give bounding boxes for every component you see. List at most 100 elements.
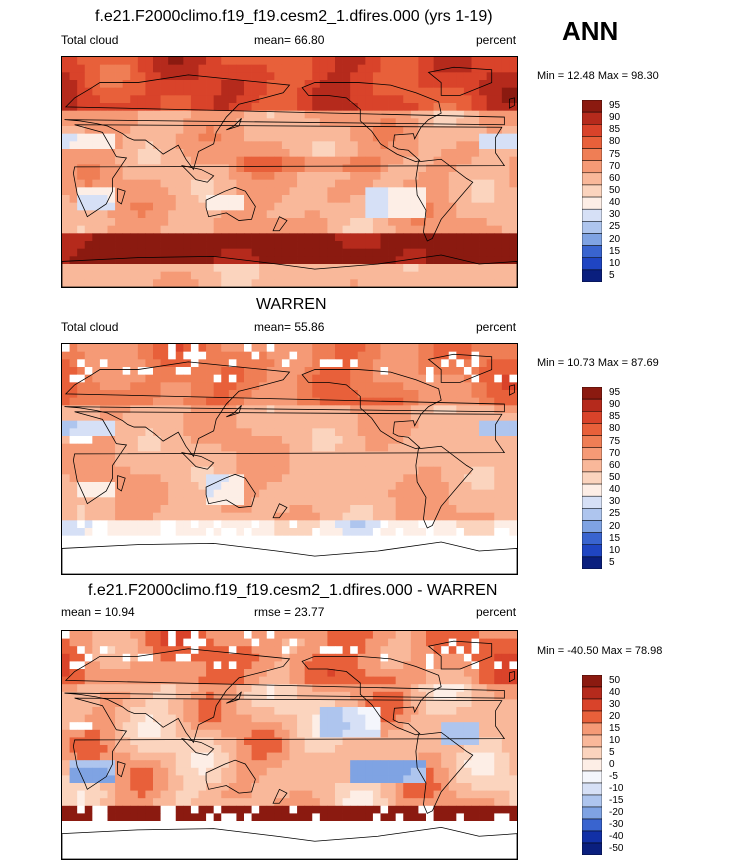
map-cell: [206, 87, 215, 96]
map-cell: [251, 520, 260, 529]
map-cell: [198, 271, 207, 280]
map-cell: [206, 752, 215, 761]
map-cell: [206, 413, 215, 422]
map-cell: [281, 225, 290, 234]
map-cell: [259, 436, 268, 445]
map-cell: [266, 451, 275, 460]
map-cell: [221, 390, 230, 399]
map-cell: [137, 202, 146, 211]
map-cell: [244, 264, 252, 273]
map-cell: [350, 218, 359, 227]
map-cell: [274, 443, 283, 452]
map-cell: [463, 413, 472, 422]
map-cell: [137, 413, 146, 422]
map-cell: [84, 202, 93, 211]
map-cell: [433, 241, 442, 250]
map-cell: [410, 80, 419, 89]
map-cell: [228, 745, 237, 753]
map-cell: [213, 729, 222, 738]
map-cell: [297, 699, 306, 708]
map-cell: [365, 126, 374, 135]
map-cell: [213, 195, 222, 204]
map-cell: [69, 699, 78, 708]
map-cell: [259, 179, 268, 188]
map-cell: [281, 179, 290, 188]
map-cell: [426, 202, 434, 211]
map-cell: [206, 760, 215, 769]
map-cell: [77, 413, 86, 422]
map-cell: [509, 397, 517, 406]
map-cell: [403, 187, 412, 196]
map-cell: [92, 141, 101, 150]
map-cell: [244, 459, 252, 468]
map-cell: [335, 141, 343, 150]
map-cell: [319, 474, 328, 483]
map-cell: [92, 676, 101, 685]
map-cell: [304, 466, 313, 475]
map-cell: [312, 558, 321, 567]
map-cell: [304, 520, 313, 529]
map-cell: [198, 520, 207, 529]
map-cell: [486, 638, 495, 647]
map-cell: [471, 420, 480, 429]
map-cell: [99, 466, 108, 475]
map-cell: [471, 374, 480, 383]
map-cell: [266, 729, 275, 738]
map-cell: [395, 676, 404, 685]
map-cell: [441, 699, 450, 708]
map-cell: [213, 775, 222, 784]
map-cell: [501, 646, 510, 655]
map-cell: [426, 126, 434, 135]
map-cell: [153, 669, 161, 677]
map-cell: [372, 474, 381, 483]
map-cell: [175, 156, 184, 165]
map-cell: [259, 359, 268, 368]
map-cell: [342, 87, 351, 96]
map-cell: [183, 790, 192, 799]
map-cell: [259, 558, 268, 567]
map-cell: [190, 729, 199, 738]
map-cell: [251, 722, 260, 731]
map-cell: [494, 775, 503, 784]
map-cell: [304, 241, 313, 250]
map-cell: [433, 271, 442, 280]
map-cell: [410, 241, 419, 250]
map-cell: [289, 80, 298, 89]
map-cell: [228, 790, 237, 799]
map-cell: [494, 156, 503, 165]
map-cell: [175, 133, 184, 142]
map-cell: [206, 210, 215, 219]
map-cell: [198, 436, 207, 445]
map-cell: [130, 699, 139, 708]
map-cell: [448, 202, 457, 211]
map-cell: [236, 451, 245, 460]
map-cell: [130, 558, 139, 567]
map-cell: [456, 451, 465, 460]
map-cell: [206, 397, 215, 406]
map-cell: [122, 156, 131, 165]
map-cell: [62, 551, 70, 560]
map-cell: [274, 172, 283, 181]
map-cell: [259, 775, 268, 784]
map-cell: [471, 156, 480, 165]
map-cell: [153, 775, 161, 784]
map-cell: [327, 156, 336, 165]
map-cell: [221, 661, 230, 670]
map-cell: [145, 638, 154, 647]
map-cell: [160, 745, 169, 753]
map-cell: [418, 172, 427, 181]
map-cell: [198, 80, 207, 89]
map-cell: [183, 558, 192, 567]
map-cell: [365, 558, 374, 567]
map-cell: [281, 760, 290, 769]
map-cell: [486, 714, 495, 723]
map-cell: [213, 57, 222, 66]
map-cell: [228, 279, 237, 287]
map-cell: [168, 390, 177, 399]
map-cell: [304, 110, 313, 119]
map-cell: [274, 390, 283, 399]
map-cell: [357, 528, 366, 537]
map-cell: [153, 631, 161, 639]
map-cell: [494, 126, 503, 135]
map-cell: [448, 489, 457, 498]
